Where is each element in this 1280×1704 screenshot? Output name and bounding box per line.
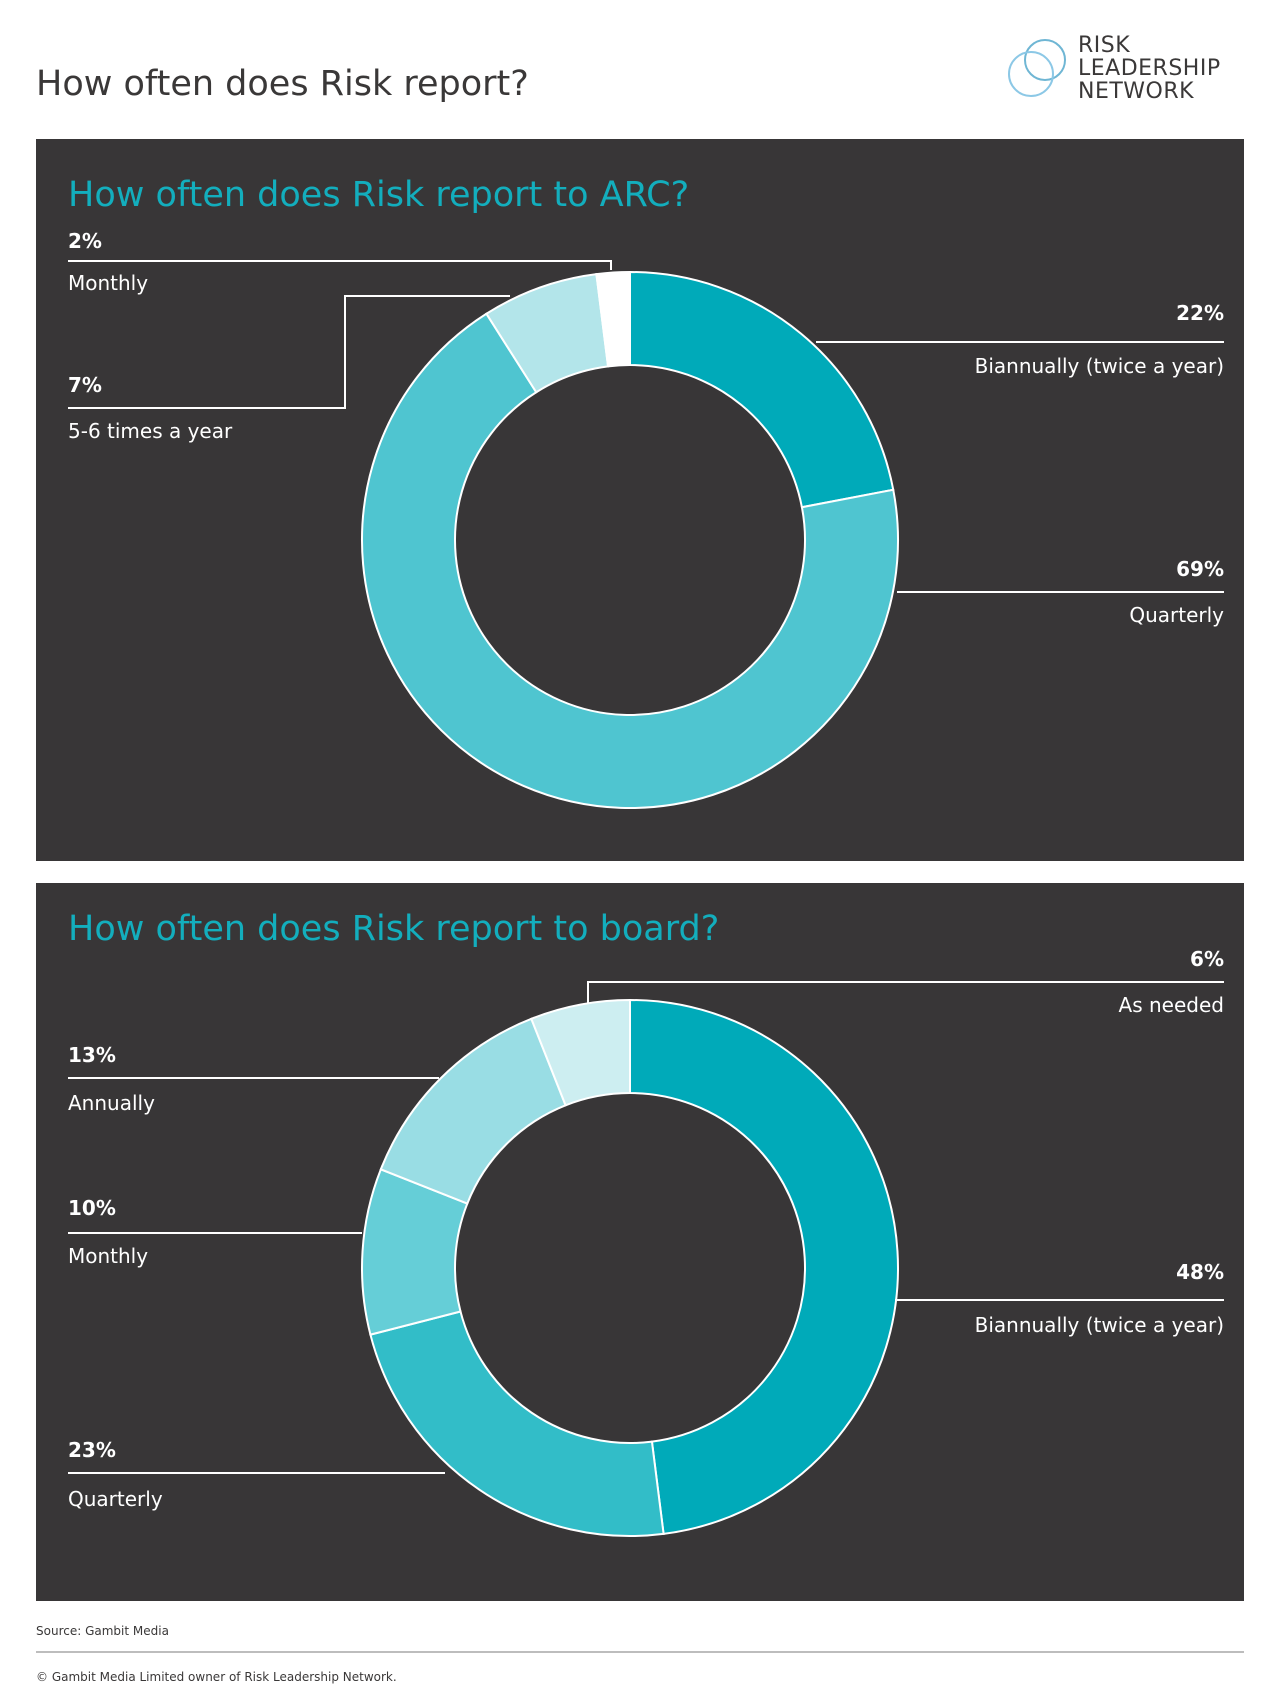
leader-lines	[68, 981, 1224, 1474]
donut-slice-biannually-twice-a-year	[629, 998, 899, 1536]
chart-title: How often does Risk report to ARC?	[68, 175, 690, 215]
donut-slice-quarterly	[369, 1310, 665, 1537]
donut-slice-annually	[379, 1017, 567, 1205]
data-label-category: Monthly	[68, 1244, 149, 1268]
data-label-pct: 7%	[68, 373, 102, 397]
donut-chart-board	[68, 981, 1224, 1537]
data-label-pct: 13%	[68, 1043, 116, 1067]
data-label-pct: 48%	[1176, 1260, 1224, 1284]
source-note: Source: Gambit Media	[36, 1624, 169, 1638]
chart-panel-board: How often does Risk report to board? 6% …	[36, 883, 1244, 1601]
logo-text: RISK LEADERSHIP NETWORK	[1078, 34, 1221, 103]
chart-panel-arc: How often does Risk report to ARC? 2% Mo…	[36, 139, 1244, 861]
data-label-pct: 69%	[1176, 557, 1224, 581]
data-label-pct: 22%	[1176, 301, 1224, 325]
leader-line-monthly	[68, 260, 612, 270]
logo-line: NETWORK	[1078, 79, 1195, 104]
data-label-category: Annually	[68, 1091, 155, 1115]
logo-line: LEADERSHIP	[1078, 56, 1221, 81]
data-label-category: 5-6 times a year	[68, 419, 233, 443]
data-label-category: Quarterly	[68, 1487, 163, 1511]
data-label-pct: 6%	[1190, 947, 1224, 971]
data-label-pct: 2%	[68, 229, 102, 253]
donut-slice-monthly	[595, 270, 631, 368]
data-label-category: As needed	[1118, 993, 1224, 1017]
copyright-note: © Gambit Media Limited owner of Risk Lea…	[36, 1670, 397, 1684]
leader-line-5-6-times	[68, 295, 510, 409]
logo-rings-icon	[1008, 39, 1066, 97]
data-label-category: Monthly	[68, 271, 149, 295]
chart-title: How often does Risk report to board?	[68, 909, 720, 949]
donut-chart-arc	[68, 260, 1224, 809]
logo-line: RISK	[1078, 33, 1131, 58]
donut-slice-biannually-twice-a-year	[629, 270, 895, 509]
data-label-pct: 23%	[68, 1438, 116, 1462]
logo: RISK LEADERSHIP NETWORK	[1005, 34, 1255, 104]
leader-lines	[68, 260, 1224, 593]
footer-divider	[36, 1651, 1244, 1653]
leader-line-as-needed	[587, 981, 1224, 1003]
data-label-category: Quarterly	[1129, 603, 1224, 627]
data-label-pct: 10%	[68, 1196, 116, 1220]
page-title: How often does Risk report?	[36, 64, 529, 104]
data-label-category: Biannually (twice a year)	[974, 1313, 1224, 1337]
donut-slice-quarterly	[361, 312, 899, 809]
data-label-category: Biannually (twice a year)	[974, 354, 1224, 378]
donut-slice-as-needed	[530, 998, 631, 1107]
